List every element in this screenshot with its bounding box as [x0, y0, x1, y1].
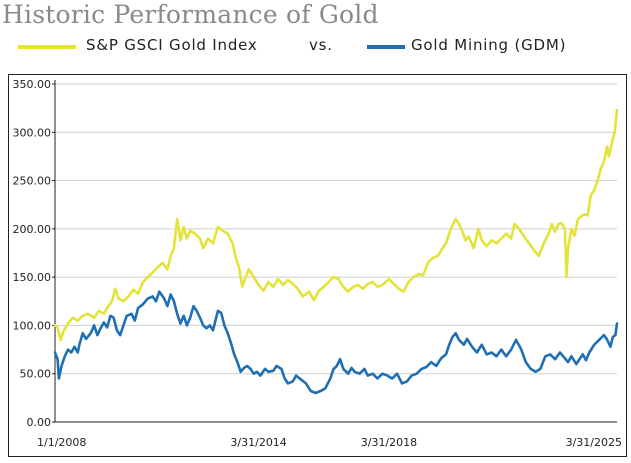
y-tick-label: 100.00 — [13, 319, 52, 332]
series-line-gdm — [55, 292, 617, 393]
x-tick-label: 1/1/2008 — [37, 436, 86, 449]
y-tick-label: 250.00 — [13, 175, 52, 188]
x-tick-label: 3/31/2025 — [566, 436, 622, 449]
x-tick-label: 3/31/2014 — [230, 436, 286, 449]
y-tick-label: 0.00 — [27, 416, 52, 429]
y-tick-label: 350.00 — [13, 78, 52, 91]
y-tick-label: 300.00 — [13, 126, 52, 139]
x-tick-label: 3/31/2018 — [361, 436, 417, 449]
y-tick-label: 150.00 — [13, 271, 52, 284]
y-tick-label: 200.00 — [13, 223, 52, 236]
y-tick-label: 50.00 — [20, 368, 52, 381]
